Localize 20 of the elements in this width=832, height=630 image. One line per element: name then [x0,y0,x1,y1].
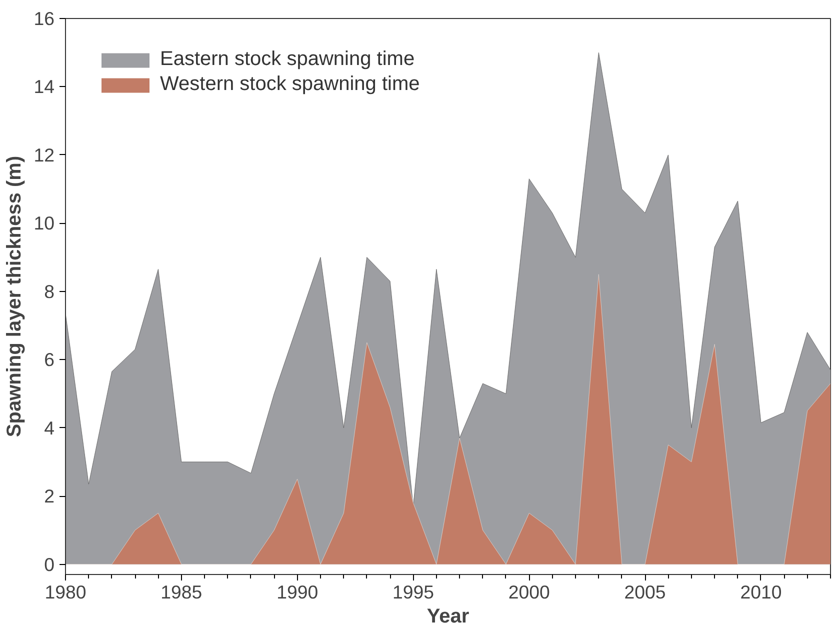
legend-label: Western stock spawning time [160,73,420,96]
y-tick-label: 8 [44,280,55,302]
legend-label: Eastern stock spawning time [160,48,415,71]
x-tick-label: 2000 [508,582,550,602]
y-tick-label: 0 [44,554,55,575]
x-tick-label: 2010 [740,582,782,602]
y-axis-title: Spawning layer thickness (m) [4,156,26,438]
y-tick-label: 6 [44,349,55,370]
x-tick-label: 1990 [276,582,318,602]
x-axis-title: Year [426,606,470,628]
y-tick-label: 14 [34,76,55,98]
y-tick-label: 12 [34,144,55,166]
x-tick-label: 1980 [44,582,86,602]
x-tick-label: 1985 [160,582,202,602]
y-tick-label: 2 [44,486,55,507]
y-tick-label: 10 [34,212,55,234]
x-tick-label: 2005 [624,582,666,602]
y-tick-label: 16 [34,8,55,29]
y-tick-label: 4 [44,417,55,438]
x-tick-label: 1995 [392,582,434,602]
